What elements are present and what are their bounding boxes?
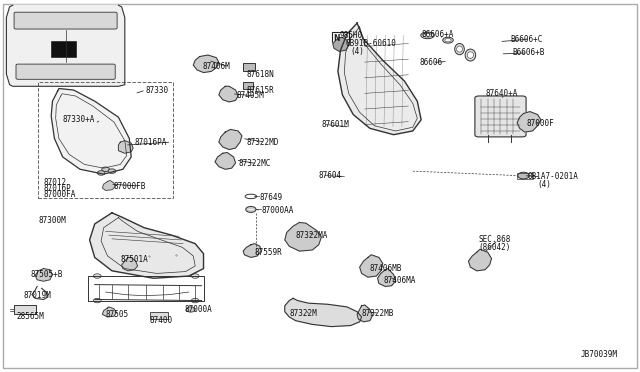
Polygon shape [357,305,372,322]
Text: 87322MD: 87322MD [246,138,279,147]
Polygon shape [193,55,219,73]
Text: 87406M: 87406M [203,62,230,71]
Circle shape [246,206,256,212]
Polygon shape [122,257,138,271]
Polygon shape [219,86,238,102]
Polygon shape [378,269,396,286]
Text: 87330: 87330 [146,86,169,94]
Text: 87601M: 87601M [321,120,349,129]
Circle shape [191,274,199,278]
Text: 87016PA: 87016PA [134,138,167,147]
Text: 87406MA: 87406MA [384,276,417,285]
Polygon shape [51,89,131,174]
Polygon shape [468,249,492,271]
Text: B6606+B: B6606+B [512,48,545,57]
Ellipse shape [457,46,463,52]
Ellipse shape [465,49,476,61]
Polygon shape [6,5,125,86]
Text: 87019M: 87019M [24,291,51,300]
Circle shape [191,298,199,303]
Circle shape [97,171,105,175]
Text: 87322M: 87322M [289,309,317,318]
Polygon shape [215,153,236,169]
Text: 86606+A: 86606+A [421,30,454,39]
FancyBboxPatch shape [475,96,526,137]
Bar [517,173,533,179]
Text: 87406MB: 87406MB [370,264,403,273]
FancyBboxPatch shape [14,12,117,29]
Text: 87405M: 87405M [237,92,264,100]
Text: 87322MB: 87322MB [362,309,394,318]
Circle shape [102,167,109,171]
Circle shape [93,298,101,303]
FancyBboxPatch shape [16,64,115,79]
Bar [243,82,253,89]
Text: 87322MC: 87322MC [238,159,271,168]
Polygon shape [118,141,133,153]
Text: 87000A: 87000A [184,305,212,314]
Text: 86606: 86606 [420,58,443,67]
Text: 87505: 87505 [106,310,129,319]
Text: 87000F: 87000F [526,119,554,128]
Polygon shape [102,307,116,317]
Text: 87505+B: 87505+B [30,270,63,279]
Bar [150,312,168,319]
Text: JB70039M: JB70039M [581,350,618,359]
Text: 87300M: 87300M [38,216,66,225]
Text: 87649: 87649 [259,193,282,202]
Text: (4): (4) [538,180,552,189]
Bar [243,63,255,71]
Polygon shape [360,255,383,277]
Polygon shape [285,222,321,251]
Text: 0B91B-60610: 0B91B-60610 [346,39,396,48]
Bar [14,305,36,314]
Text: 87640+A: 87640+A [485,89,518,98]
Polygon shape [243,244,261,257]
Polygon shape [219,129,242,150]
Polygon shape [333,37,349,51]
Circle shape [518,172,529,179]
Ellipse shape [421,32,435,39]
Polygon shape [102,180,115,190]
Ellipse shape [445,39,451,42]
Text: SEC.868: SEC.868 [479,235,511,244]
Circle shape [108,169,116,173]
Text: 87012: 87012 [44,178,67,187]
Text: 87604: 87604 [319,171,342,180]
Text: (4): (4) [351,47,365,56]
Text: 87615R: 87615R [246,86,274,95]
Bar [38,82,173,198]
Ellipse shape [467,52,474,58]
Text: 87322MA: 87322MA [296,231,328,240]
Text: 87000AA: 87000AA [261,206,294,215]
Polygon shape [338,23,421,135]
Circle shape [186,307,195,312]
Ellipse shape [424,33,431,37]
Text: 87501A: 87501A [120,255,148,264]
Text: 87330+A: 87330+A [63,115,95,124]
Polygon shape [517,112,541,132]
Text: B6606+C: B6606+C [511,35,543,44]
Polygon shape [285,298,362,327]
Text: 87000FB: 87000FB [114,182,147,190]
Text: N: N [333,34,340,43]
Text: 28565M: 28565M [16,312,44,321]
Bar [51,41,76,57]
Text: 87559R: 87559R [255,248,282,257]
Text: 87618N: 87618N [246,70,274,79]
Polygon shape [90,213,204,278]
Text: 985H0: 985H0 [339,31,362,40]
Ellipse shape [454,44,465,55]
Polygon shape [35,269,52,281]
Bar [332,32,349,42]
Text: 0B1A7-0201A: 0B1A7-0201A [528,172,579,181]
Text: 87000FA: 87000FA [44,190,76,199]
Text: (86042): (86042) [479,243,511,252]
Ellipse shape [443,37,453,43]
Text: 87016P: 87016P [44,184,71,193]
Circle shape [93,274,101,278]
Text: 87400: 87400 [149,316,172,325]
